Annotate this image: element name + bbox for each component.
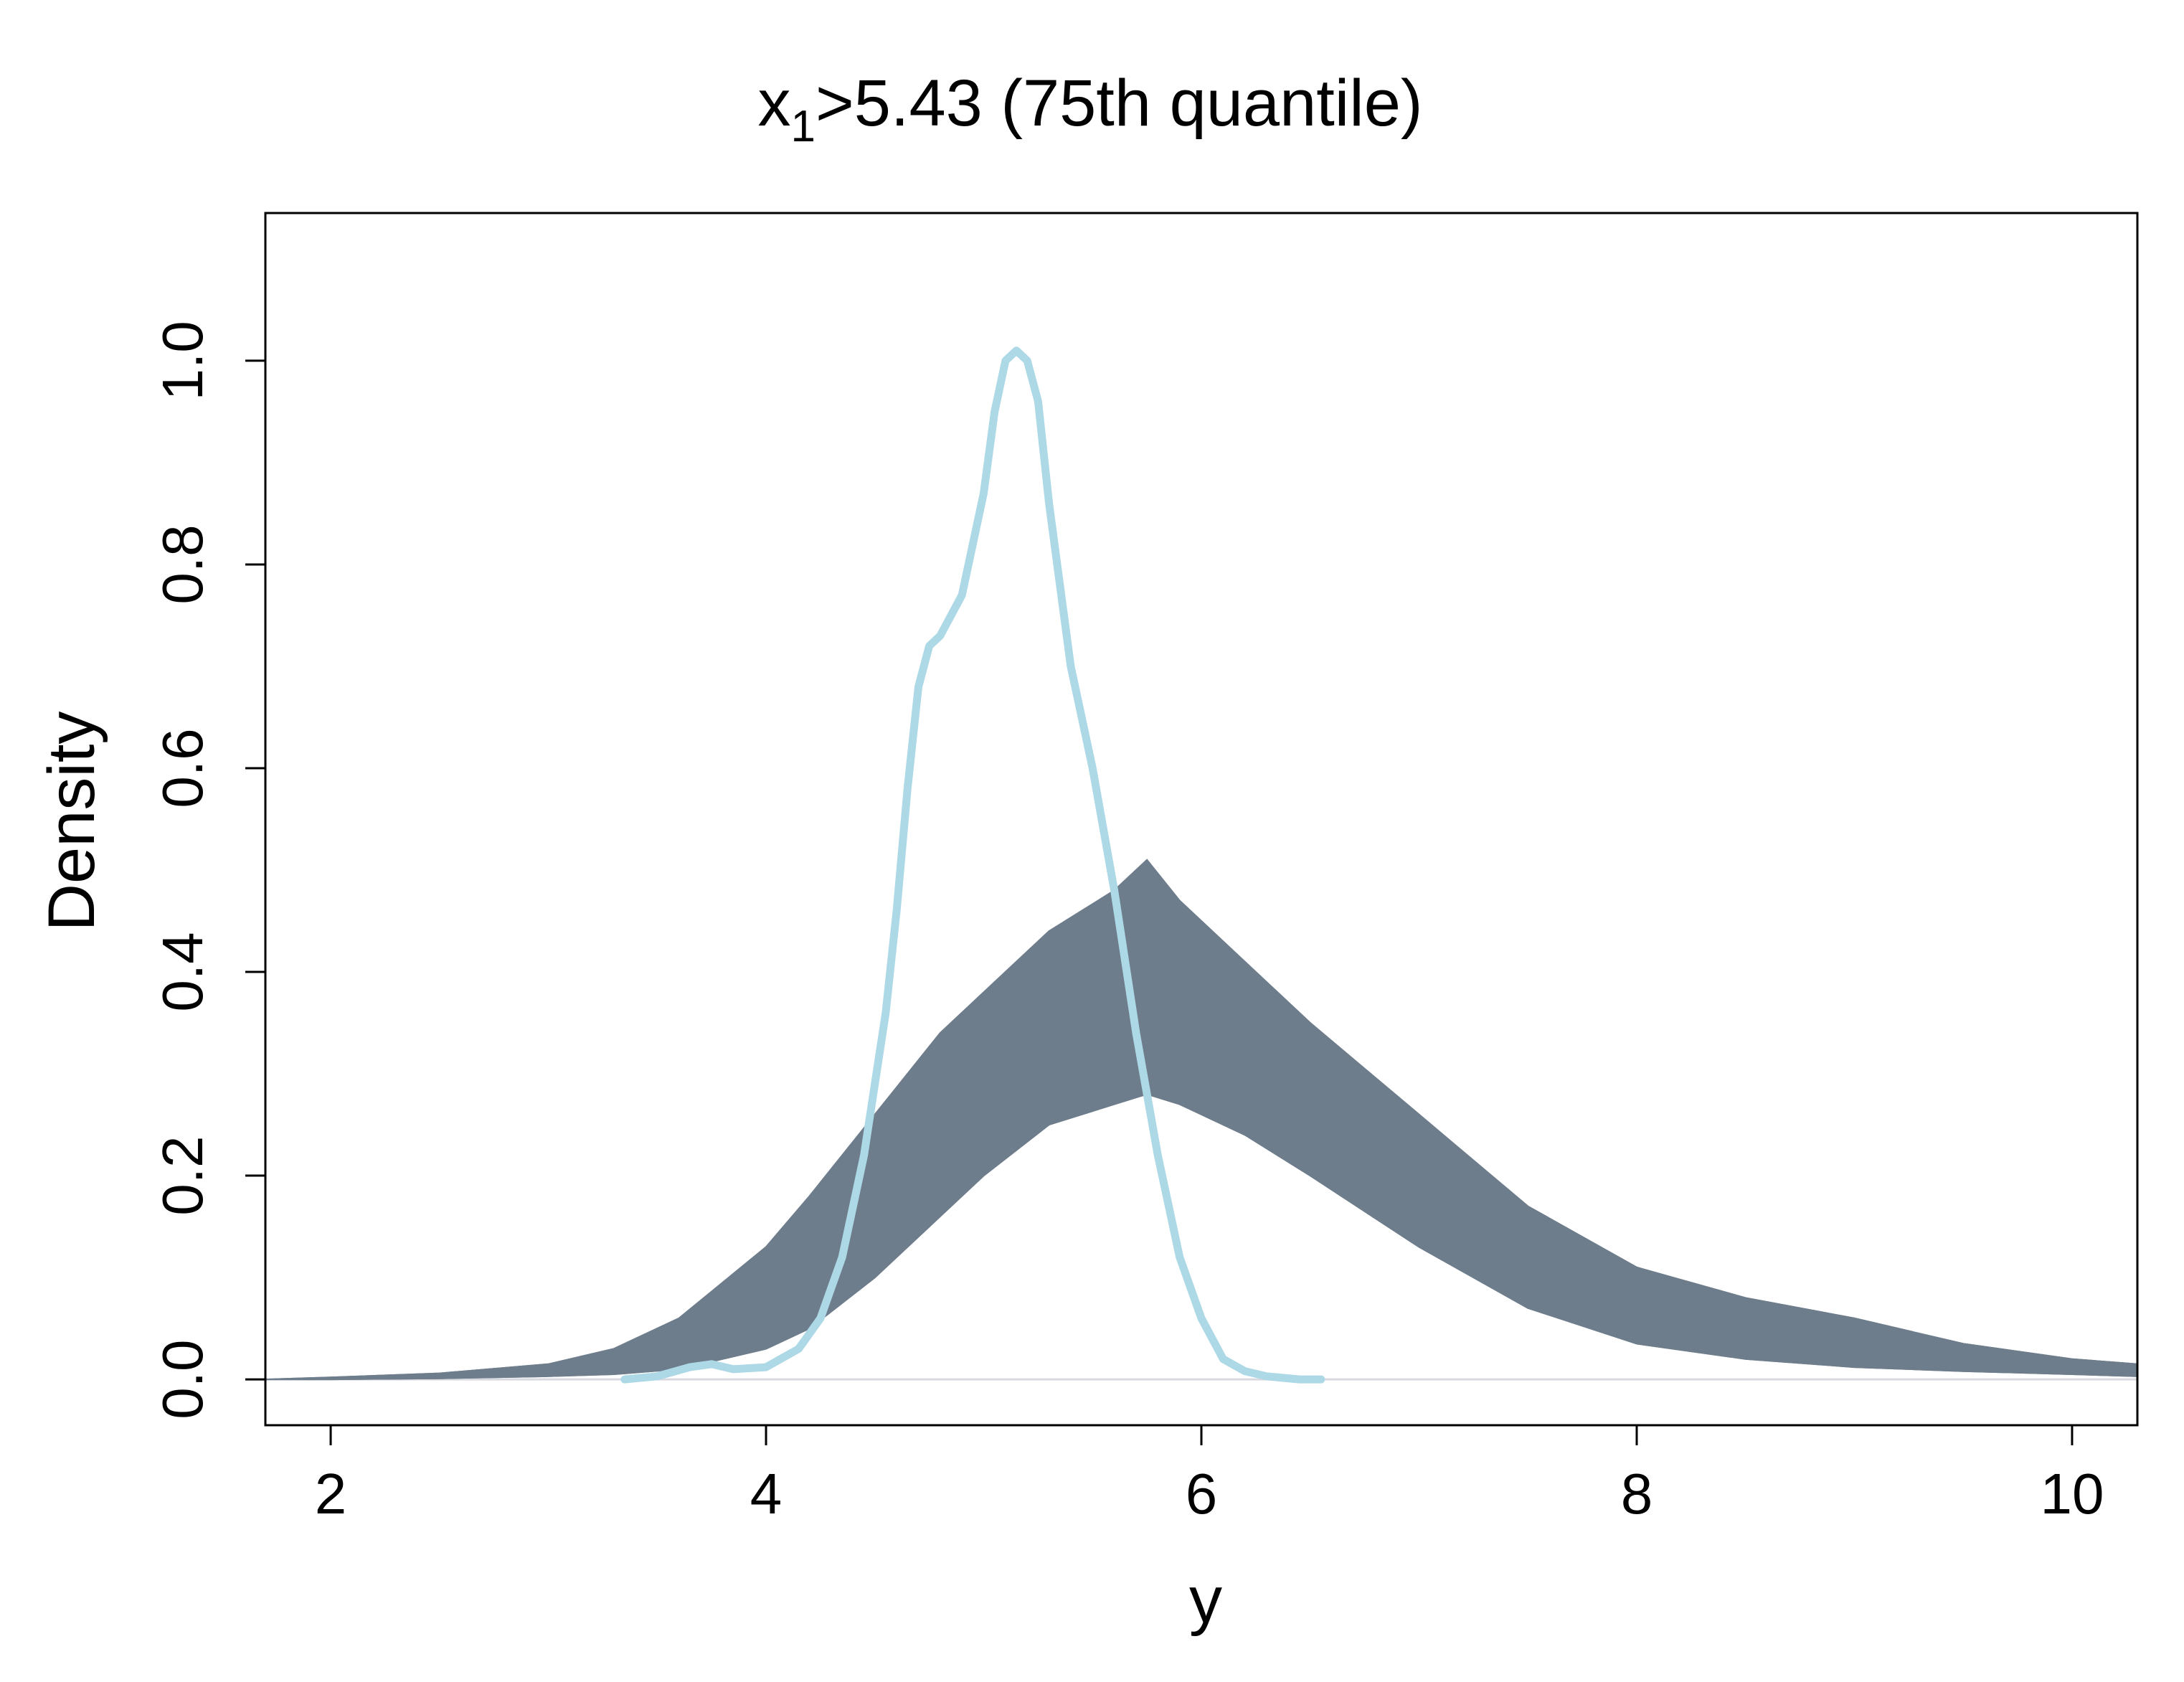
y-tick-label: 1.0 (151, 321, 214, 400)
chart-title-rest: >5.43 (75th quantile) (816, 67, 1423, 140)
x-tick-label: 2 (315, 1462, 347, 1526)
chart-title-main: x (758, 67, 791, 140)
y-tick-label: 0.4 (151, 932, 214, 1011)
y-tick-label: 0.2 (151, 1135, 214, 1215)
x-axis: 2 4 6 8 10 (315, 1425, 2104, 1526)
band-lower-edge (265, 1093, 2138, 1381)
chart-title: x1>5.43 (75th quantile) (758, 67, 1423, 151)
y-axis: 0.0 0.2 0.4 0.6 0.8 1.0 (151, 321, 265, 1419)
y-axis-label: Density (35, 712, 108, 932)
x-tick-label: 4 (750, 1462, 783, 1526)
observed-density-line (620, 346, 1325, 1384)
x-tick-label: 10 (2040, 1462, 2104, 1526)
replicated-density-band (265, 859, 2138, 1381)
x-tick-label: 8 (1621, 1462, 1653, 1526)
observed-density-layer (620, 346, 1325, 1384)
chart-title-subscript: 1 (791, 102, 816, 151)
replicated-density-band-layer (265, 859, 2138, 1381)
x-tick-label: 6 (1186, 1462, 1218, 1526)
y-tick-label: 0.6 (151, 728, 214, 808)
y-tick-label: 0.0 (151, 1339, 214, 1419)
x-axis-label: y (1189, 1564, 1222, 1637)
plot-frame (264, 212, 2139, 1427)
y-tick-label: 0.8 (151, 524, 214, 604)
